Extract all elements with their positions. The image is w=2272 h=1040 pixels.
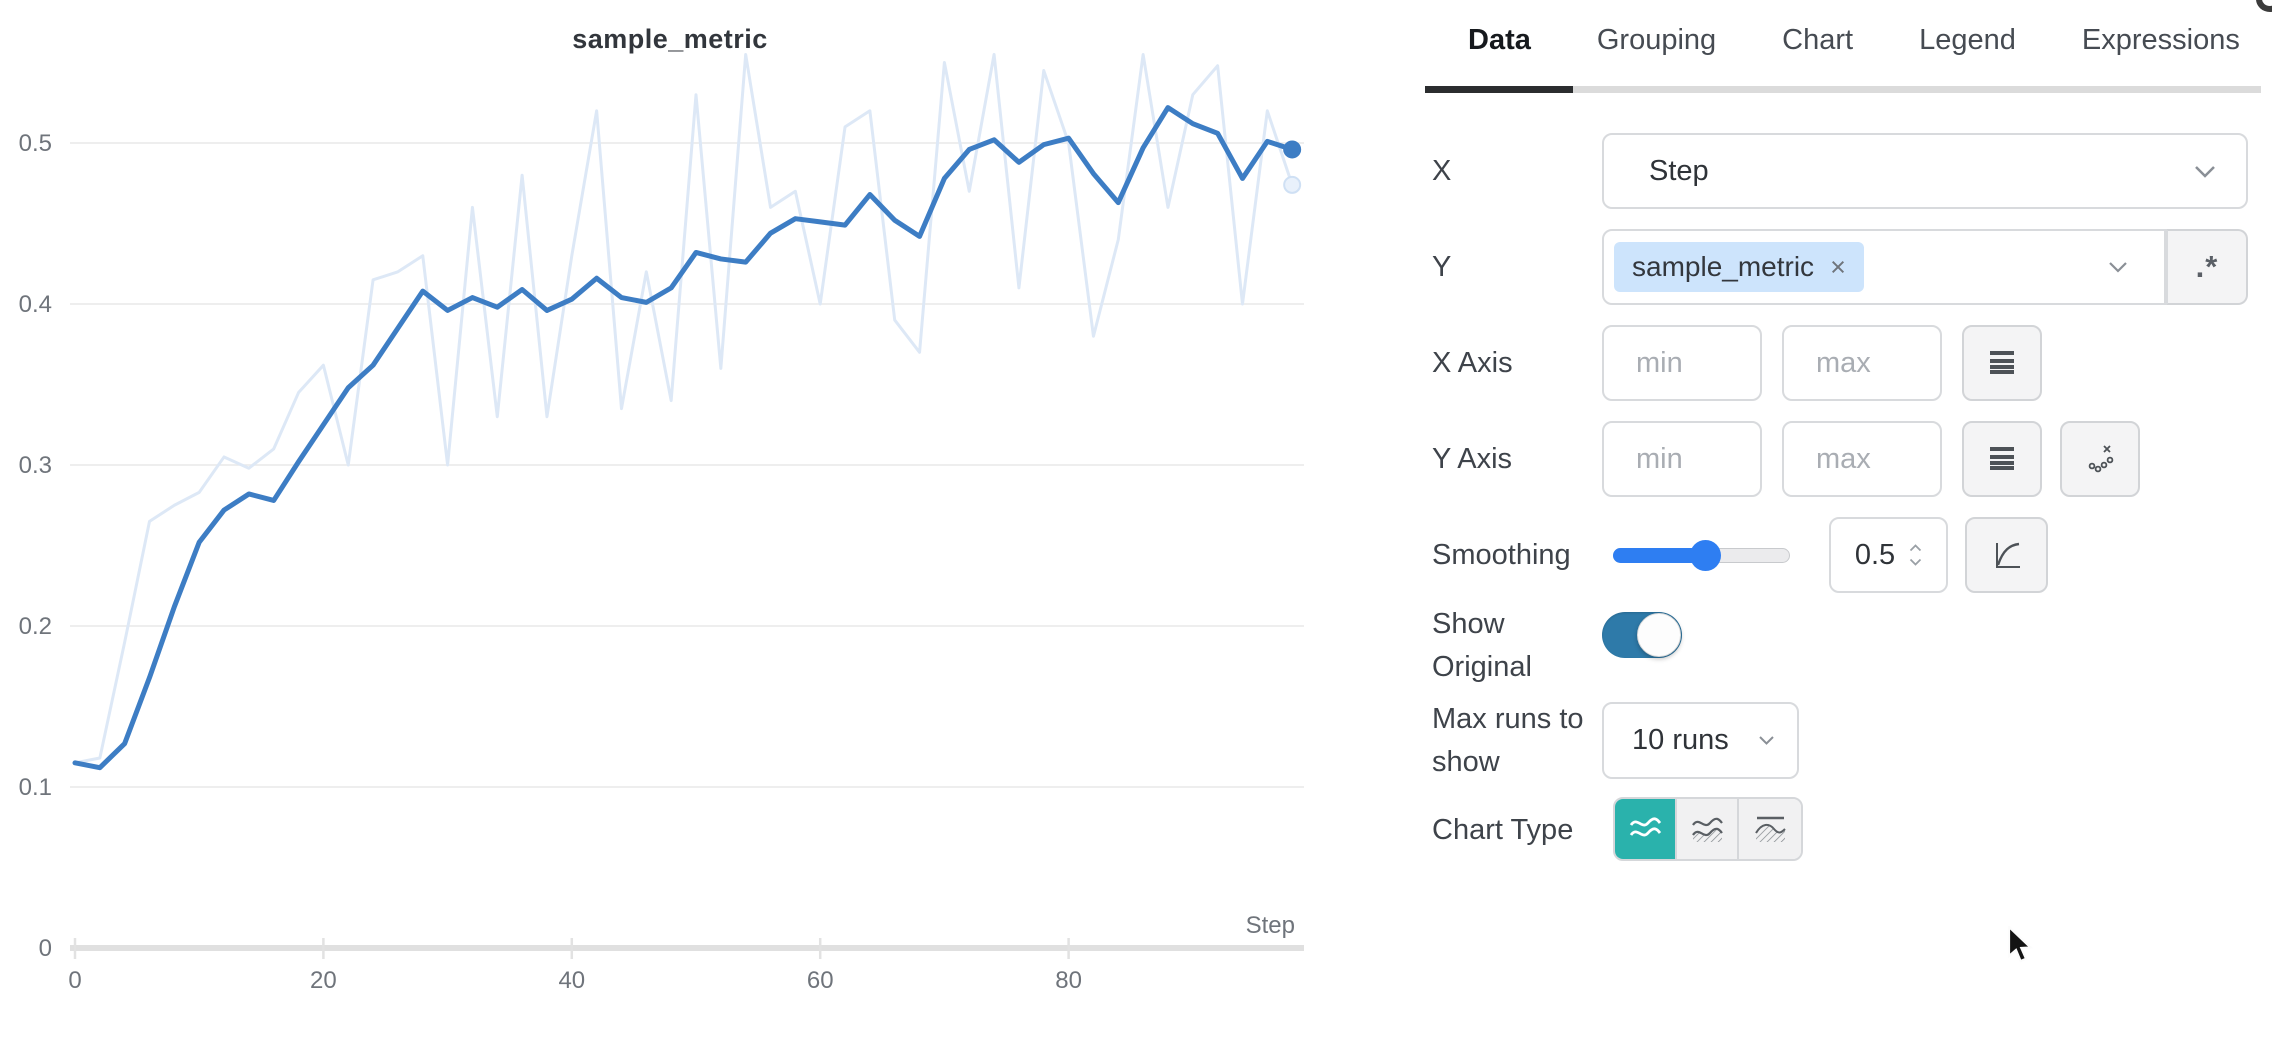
x-axis-max-input[interactable]	[1782, 325, 1942, 401]
chevron-down-icon	[2109, 262, 2127, 273]
number-spinner[interactable]	[1909, 544, 1922, 566]
x-axis-select[interactable]: Step	[1602, 133, 2248, 209]
y-log-scale-button[interactable]	[1962, 421, 2042, 497]
x-axis-min-input[interactable]	[1602, 325, 1762, 401]
y-axis-max-input[interactable]	[1782, 421, 1942, 497]
y-axis-min-input[interactable]	[1602, 421, 1762, 497]
minmax-area-icon	[1755, 816, 1786, 842]
smoothing-slider[interactable]	[1613, 517, 1793, 593]
line-chart: 0 20 40 60 80 0 0.1 0.2 0.3 0.4 0.5 Step	[19, 52, 1304, 994]
chart-panel: sample_metric 0 20 40 60 80 0 0.1 0.2 0.3 0.4 0.5 S…	[19, 24, 1304, 994]
max-runs-label: Max runs to show	[1432, 703, 1584, 778]
remove-metric-icon[interactable]: ×	[1830, 251, 1846, 282]
svg-text:Step: Step	[1246, 912, 1295, 939]
max-runs-select[interactable]: 10 runs	[1602, 702, 1799, 779]
chart-title: sample_metric	[572, 24, 768, 54]
svg-text:0.5: 0.5	[19, 130, 52, 157]
tab-bar: Data Grouping Chart Legend Expressions	[1420, 14, 2272, 74]
smoothing-value-input[interactable]: 0.5	[1829, 517, 1948, 593]
log-scale-icon	[1990, 351, 2014, 374]
smoothing-curve-icon	[1995, 542, 2020, 568]
slider-fill	[1613, 548, 1705, 563]
tab-grouping[interactable]: Grouping	[1596, 24, 1717, 56]
chevron-down-icon	[1759, 736, 1774, 745]
tab-chart[interactable]: Chart	[1782, 24, 1854, 56]
area-plot-icon	[1692, 817, 1723, 842]
tab-active-indicator	[1425, 86, 1573, 93]
tab-data[interactable]: Data	[1468, 24, 1531, 56]
svg-text:40: 40	[558, 967, 585, 994]
chart-type-label: Chart Type	[1432, 813, 1574, 846]
tab-legend[interactable]: Legend	[1919, 24, 2016, 56]
tab-expressions[interactable]: Expressions	[2081, 24, 2240, 56]
max-runs-selected-value: 10 runs	[1632, 724, 1729, 756]
scrollbar-thumb[interactable]	[2256, 0, 2272, 12]
svg-text:0.3: 0.3	[19, 452, 52, 479]
ignore-outliers-icon	[2088, 445, 2114, 473]
regex-icon: .*	[2195, 249, 2219, 284]
tab-underline-track	[1425, 86, 2261, 93]
y-axis-range-label: Y Axis	[1432, 442, 1513, 475]
svg-text:0: 0	[68, 967, 81, 994]
show-original-label: Show Original	[1432, 608, 1532, 683]
svg-text:80: 80	[1055, 967, 1082, 994]
svg-text:0.2: 0.2	[19, 613, 52, 640]
svg-text:60: 60	[807, 967, 834, 994]
smoothing-type-button[interactable]	[1965, 517, 2048, 593]
spinner-up-icon	[1910, 544, 1922, 552]
ignore-outliers-button[interactable]	[2060, 421, 2140, 497]
x-field-label: X	[1432, 154, 1452, 187]
svg-text:20: 20	[310, 967, 337, 994]
chart-type-area-button[interactable]	[1677, 799, 1739, 859]
chart-type-button-group	[1613, 797, 1803, 861]
slider-handle[interactable]	[1690, 540, 1721, 571]
x-axis-range-label: X Axis	[1432, 346, 1513, 379]
settings-panel: Data Grouping Chart Legend Expressions X…	[1420, 0, 2272, 1040]
toggle-knob	[1637, 613, 1681, 657]
y-metric-select[interactable]: sample_metric ×	[1602, 229, 2166, 305]
x-log-scale-button[interactable]	[1962, 325, 2042, 401]
line-plot-icon	[1629, 817, 1662, 837]
x-axis-selected-value: Step	[1649, 154, 1709, 187]
svg-text:0.1: 0.1	[19, 774, 52, 801]
chart-type-minmax-button[interactable]	[1739, 799, 1801, 859]
chart-type-line-button[interactable]	[1615, 799, 1677, 859]
smoothing-label: Smoothing	[1432, 538, 1571, 571]
y-field-label: Y	[1432, 250, 1452, 283]
svg-text:0.4: 0.4	[19, 291, 52, 318]
chevron-down-icon	[2195, 165, 2215, 178]
smoothing-value: 0.5	[1854, 538, 1896, 571]
regex-toggle-button[interactable]: .*	[2166, 229, 2248, 305]
show-original-toggle[interactable]	[1602, 612, 1682, 658]
log-scale-icon	[1990, 447, 2014, 470]
metric-tag-label: sample_metric	[1632, 251, 1815, 282]
metric-tag: sample_metric ×	[1614, 242, 1864, 292]
svg-text:0: 0	[39, 935, 52, 962]
spinner-down-icon	[1910, 558, 1922, 566]
